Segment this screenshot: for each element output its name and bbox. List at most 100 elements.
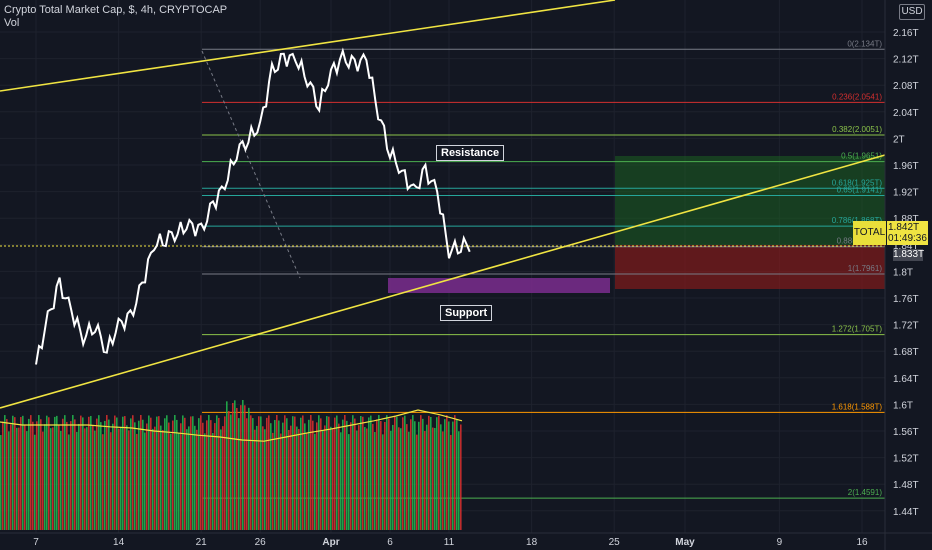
volume-bar xyxy=(234,400,236,530)
volume-bar xyxy=(22,415,24,530)
volume-bar xyxy=(134,422,136,530)
volume-bar xyxy=(0,435,2,530)
currency-button[interactable]: USD xyxy=(899,4,925,20)
volume-bar xyxy=(232,402,234,530)
trendline-lower[interactable] xyxy=(0,154,886,409)
volume-bar xyxy=(328,416,330,530)
y-tick-label: 1.44T xyxy=(893,507,919,518)
volume-bar xyxy=(396,416,398,530)
volume-bar xyxy=(54,416,56,530)
fib-level-label: 0(2.134T) xyxy=(847,39,882,48)
volume-bar xyxy=(404,415,406,530)
y-tick-label: 1.76T xyxy=(893,294,919,305)
volume-bar xyxy=(92,425,94,530)
volume-bar xyxy=(106,415,108,530)
volume-bar xyxy=(118,428,120,530)
volume-bar xyxy=(332,428,334,530)
volume-bar xyxy=(260,416,262,530)
volume-bar xyxy=(68,434,70,530)
x-tick-label: 6 xyxy=(387,537,393,548)
volume-bar xyxy=(282,422,284,530)
volume-bar xyxy=(122,416,124,530)
y-tick-label: 1.84T xyxy=(893,241,919,252)
volume-bar xyxy=(186,429,188,530)
volume-bar xyxy=(354,418,356,530)
trendline-upper[interactable] xyxy=(0,0,616,92)
volume-bar xyxy=(194,425,196,530)
volume-bar xyxy=(24,424,26,530)
volume-bar xyxy=(32,421,34,530)
volume-bar xyxy=(330,426,332,530)
volume-bar xyxy=(66,421,68,530)
current-price: 1.842T xyxy=(888,222,920,233)
volume-bar xyxy=(150,417,152,530)
volume-bar xyxy=(420,415,422,530)
volume-bar xyxy=(124,416,126,530)
volume-bar xyxy=(432,427,434,530)
volume-bar xyxy=(42,431,44,530)
volume-bar xyxy=(312,420,314,530)
volume-bar xyxy=(36,421,38,530)
volume-bar xyxy=(216,415,218,530)
time-axis[interactable]: 7 14 21 26 Apr 6 11 18 25 May 9 16 xyxy=(33,537,868,548)
volume-bar xyxy=(390,430,392,530)
y-tick-label: 2.12T xyxy=(893,55,919,66)
volume-bar xyxy=(50,428,52,530)
volume-bar xyxy=(410,419,412,530)
volume-bar xyxy=(400,428,402,530)
support-label: Support xyxy=(440,305,493,321)
x-tick-label: 21 xyxy=(196,537,208,548)
volume-bar xyxy=(336,415,338,530)
volume-bars xyxy=(0,400,462,530)
volume-bar xyxy=(146,423,148,530)
volume-bar xyxy=(254,429,256,530)
volume-bar xyxy=(144,432,146,530)
volume-bar xyxy=(210,420,212,530)
volume-bar xyxy=(434,427,436,530)
volume-bar xyxy=(380,421,382,530)
volume-bar xyxy=(10,424,12,530)
volume-bar xyxy=(392,424,394,530)
price-axis[interactable]: 2.16T 2.12T 2.08T 2.04T 2T 1.96T 1.92T 1.88T 1.8… xyxy=(893,28,919,518)
volume-bar xyxy=(388,418,390,530)
volume-bar xyxy=(454,415,456,530)
price-tag: TOTAL 1.842T 01:49:36 xyxy=(853,221,928,245)
fib-level-label: 1.272(1.705T) xyxy=(832,325,883,334)
volume-bar xyxy=(274,419,276,530)
volume-bar xyxy=(62,418,64,530)
volume-label: Vol xyxy=(4,17,20,29)
volume-bar xyxy=(156,416,158,530)
volume-bar xyxy=(416,434,418,530)
volume-bar xyxy=(198,418,200,530)
x-tick-label: 18 xyxy=(526,537,538,548)
volume-bar xyxy=(152,428,154,530)
volume-bar xyxy=(326,416,328,530)
volume-bar xyxy=(356,430,358,530)
volume-bar xyxy=(338,423,340,530)
stop-zone xyxy=(615,245,885,289)
volume-bar xyxy=(370,415,372,530)
volume-bar xyxy=(70,421,72,530)
volume-bar xyxy=(412,415,414,530)
volume-bar xyxy=(246,418,248,530)
volume-bar xyxy=(378,415,380,530)
volume-bar xyxy=(190,416,192,530)
volume-bar xyxy=(80,415,82,530)
volume-bar xyxy=(290,425,292,530)
volume-bar xyxy=(440,424,442,530)
volume-bar xyxy=(242,400,244,530)
y-tick-label: 1.88T xyxy=(893,214,919,225)
x-tick-label: 11 xyxy=(444,537,455,548)
volume-bar xyxy=(422,418,424,530)
volume-bar xyxy=(64,415,66,530)
volume-ma-line xyxy=(0,409,463,442)
volume-bar xyxy=(136,433,138,530)
volume-bar xyxy=(90,415,92,530)
volume-bar xyxy=(86,427,88,530)
x-tick-label: May xyxy=(675,537,695,548)
volume-bar xyxy=(162,430,164,530)
volume-bar xyxy=(40,419,42,530)
volume-bar xyxy=(78,423,80,530)
volume-bar xyxy=(114,415,116,530)
